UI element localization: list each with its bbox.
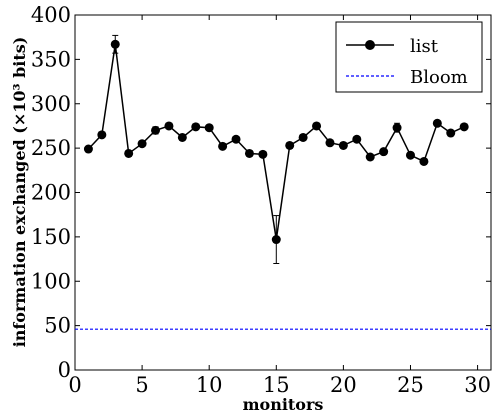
data-point: [177, 132, 187, 142]
data-point: [325, 138, 335, 148]
series-layer: [75, 34, 491, 330]
x-tick-label: 0: [68, 373, 81, 397]
data-point: [204, 123, 214, 133]
y-tick-label: 300: [31, 92, 71, 116]
data-point: [231, 134, 241, 144]
data-point: [124, 148, 134, 158]
y-tick-label: 150: [31, 225, 71, 249]
data-point: [218, 141, 228, 151]
legend: list Bloom: [335, 21, 483, 93]
x-tick-label: 25: [397, 373, 424, 397]
data-point: [379, 147, 389, 157]
x-tick-label: 20: [330, 373, 357, 397]
y-tick-label: 250: [31, 136, 71, 160]
y-tick-label: 400: [31, 3, 71, 27]
data-point: [352, 134, 362, 144]
data-point: [285, 140, 295, 150]
data-point: [312, 121, 322, 131]
x-tick-label: 5: [135, 373, 148, 397]
data-point: [244, 148, 254, 158]
x-tick-label: 10: [196, 373, 223, 397]
data-point: [459, 122, 469, 132]
y-tick-label: 0: [58, 358, 71, 382]
data-point: [137, 139, 147, 149]
legend-label-list: list: [410, 36, 439, 57]
legend-list-marker: [365, 40, 375, 50]
y-tick-label: 50: [44, 314, 71, 338]
data-point: [164, 121, 174, 131]
legend-box: [335, 21, 483, 93]
y-tick-label: 200: [31, 181, 71, 205]
data-point: [258, 149, 268, 159]
data-point: [432, 118, 442, 128]
data-point: [405, 150, 415, 160]
data-point: [338, 140, 348, 150]
data-point: [365, 152, 375, 162]
y-tick-label: 100: [31, 269, 71, 293]
x-tick-label: 15: [263, 373, 290, 397]
data-point: [110, 39, 120, 49]
y-axis-label: information exchanged (×10³ bits): [10, 37, 29, 348]
data-point: [446, 128, 456, 138]
data-point: [392, 123, 402, 133]
legend-label-bloom: Bloom: [410, 67, 468, 88]
data-point: [298, 132, 308, 142]
data-point: [83, 144, 93, 154]
data-point: [271, 235, 281, 245]
data-point: [97, 130, 107, 140]
data-point: [419, 156, 429, 166]
data-point: [191, 122, 201, 132]
y-tick-label: 350: [31, 47, 71, 71]
x-tick-label: 30: [464, 373, 491, 397]
x-axis-label: monitors: [243, 395, 324, 412]
data-point: [151, 125, 161, 135]
